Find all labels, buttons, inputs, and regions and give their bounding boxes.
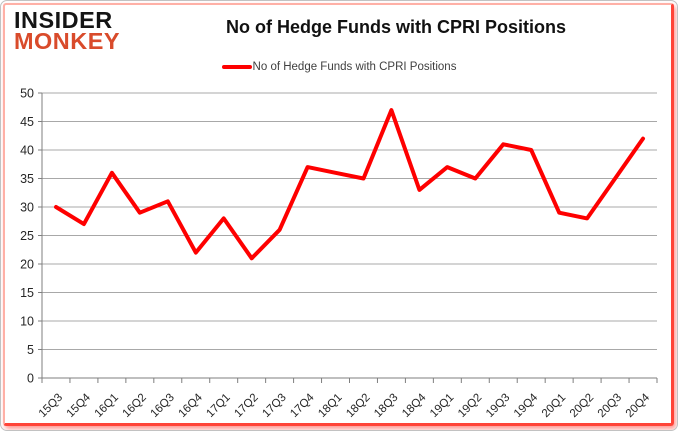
x-axis-label: 16Q3 bbox=[149, 392, 177, 420]
x-axis-label: 17Q2 bbox=[232, 392, 260, 420]
x-axis-label: 20Q1 bbox=[540, 392, 568, 420]
x-axis-label: 19Q3 bbox=[484, 392, 512, 420]
legend: No of Hedge Funds with CPRI Positions bbox=[1, 59, 677, 75]
x-axis-label: 15Q4 bbox=[65, 391, 94, 420]
legend-line-swatch bbox=[221, 65, 252, 69]
x-axis-label: 20Q4 bbox=[624, 391, 653, 420]
x-axis-label: 18Q2 bbox=[344, 392, 372, 420]
x-axis-label: 18Q1 bbox=[316, 392, 344, 420]
x-axis-label: 17Q4 bbox=[288, 391, 317, 420]
y-axis-label: 40 bbox=[20, 144, 34, 158]
y-axis-label: 0 bbox=[27, 372, 34, 386]
logo-line-monkey: MONKEY bbox=[14, 28, 121, 55]
insider-monkey-logo: INSIDER MONKEY bbox=[14, 7, 121, 55]
logo-line-insider: INSIDER bbox=[14, 7, 113, 33]
x-axis-label: 20Q3 bbox=[596, 392, 624, 420]
legend-label: No of Hedge Funds with CPRI Positions bbox=[252, 61, 457, 73]
x-axis-label: 20Q2 bbox=[568, 392, 596, 420]
chart-title: No of Hedge Funds with CPRI Positions bbox=[226, 17, 566, 37]
y-axis-label: 25 bbox=[20, 229, 34, 243]
x-axis-label: 15Q3 bbox=[37, 392, 65, 420]
x-axis-label: 18Q4 bbox=[400, 391, 429, 420]
y-axis-label: 50 bbox=[20, 87, 34, 101]
x-axis-label: 17Q1 bbox=[204, 392, 232, 420]
x-axis-label: 16Q4 bbox=[176, 391, 205, 420]
y-axis-label: 20 bbox=[20, 258, 34, 272]
x-axis-label: 19Q4 bbox=[512, 391, 541, 420]
y-axis-label: 10 bbox=[20, 315, 34, 329]
x-axis-label: 17Q3 bbox=[260, 392, 288, 420]
series-line bbox=[54, 108, 645, 261]
x-axis-label: 16Q1 bbox=[93, 392, 121, 420]
y-axis-label: 35 bbox=[20, 172, 34, 186]
y-axis-label: 30 bbox=[20, 201, 34, 215]
y-axis-label: 15 bbox=[20, 286, 34, 300]
x-axis-label: 18Q3 bbox=[372, 392, 400, 420]
y-axis-label: 45 bbox=[20, 115, 34, 129]
y-axis-label: 5 bbox=[27, 343, 34, 357]
x-axis-label: 19Q1 bbox=[428, 392, 456, 420]
x-axis-label: 16Q2 bbox=[121, 392, 149, 420]
x-axis-label: 19Q2 bbox=[456, 392, 484, 420]
